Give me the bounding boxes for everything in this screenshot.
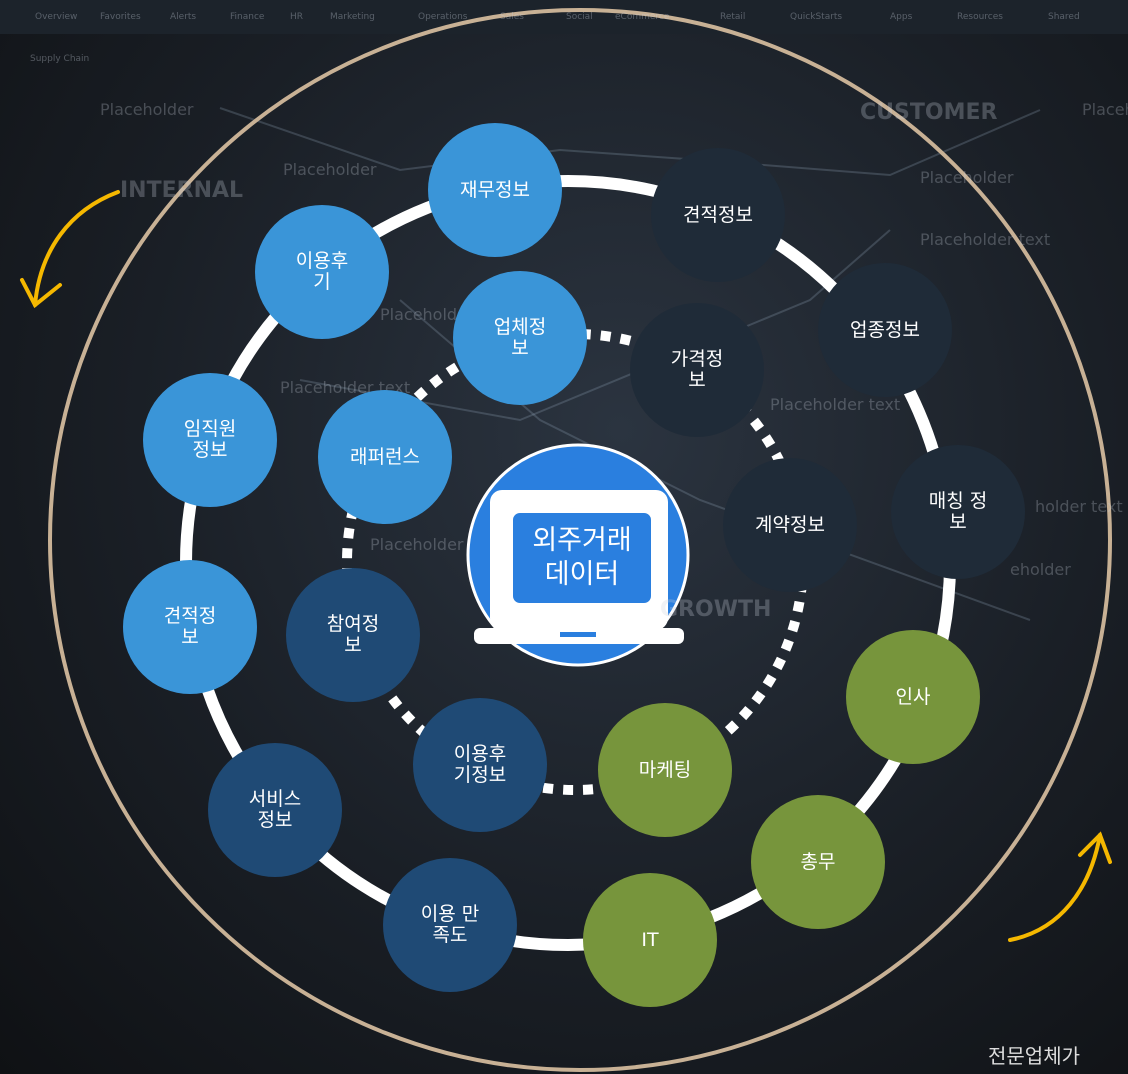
node: 총무 [751,795,885,929]
bg-label: Placeholder [370,535,464,554]
tab[interactable]: Sales [500,12,524,22]
tab[interactable]: Retail [720,12,745,22]
node: 이용후 기 [255,205,389,339]
tab[interactable]: QuickStarts [790,12,842,22]
node: 서비스 정보 [208,743,342,877]
bg-label: Placeholder [1082,100,1128,119]
bg-label: Placeholder [283,160,377,179]
bg-label: Placeholder text [920,230,1050,249]
tab[interactable]: Operations [418,12,467,22]
node: 참여정 보 [286,568,420,702]
tab[interactable]: Marketing [330,12,375,22]
node: 인사 [846,630,980,764]
tab[interactable]: Favorites [100,12,141,22]
laptop-notch [560,632,596,637]
tab[interactable]: Finance [230,12,264,22]
bg-label: Placeholder [920,168,1014,187]
node: 가격정 보 [630,303,764,437]
subtab[interactable]: Supply Chain [30,54,89,64]
node: 견적정보 [651,148,785,282]
tab[interactable]: Resources [957,12,1003,22]
tab[interactable]: Shared [1048,12,1080,22]
node: 임직원 정보 [143,373,277,507]
bg-label: GROWTH [660,597,771,622]
tab[interactable]: Social [566,12,593,22]
tab[interactable]: Overview [35,12,77,22]
bg-label: eholder [1010,560,1071,579]
bg-label: Placeholder text [770,395,900,414]
footer-text: 전문업체가 [988,1040,1080,1069]
node: 매칭 정 보 [891,445,1025,579]
screen: Overview Favorites Alerts Finance HR Marketin… [0,0,1128,1074]
node: 래퍼런스 [318,390,452,524]
center-label: 외주거래 데이터 [510,510,654,606]
bg-label: Placeholder [100,100,194,119]
node: 견적정 보 [123,560,257,694]
bg-label: CUSTOMER [860,100,997,125]
tab[interactable]: HR [290,12,303,22]
node: 업체정 보 [453,271,587,405]
node: 마케팅 [598,703,732,837]
tab[interactable]: eCommerce [615,12,669,22]
tab[interactable]: Apps [890,12,912,22]
node: IT [583,873,717,1007]
bg-label: INTERNAL [120,178,243,203]
node: 계약정보 [723,458,857,592]
node: 업종정보 [818,263,952,397]
node: 이용 만 족도 [383,858,517,992]
node: 재무정보 [428,123,562,257]
tab[interactable]: Alerts [170,12,196,22]
bg-label: holder text [1035,497,1123,516]
node: 이용후 기정보 [413,698,547,832]
